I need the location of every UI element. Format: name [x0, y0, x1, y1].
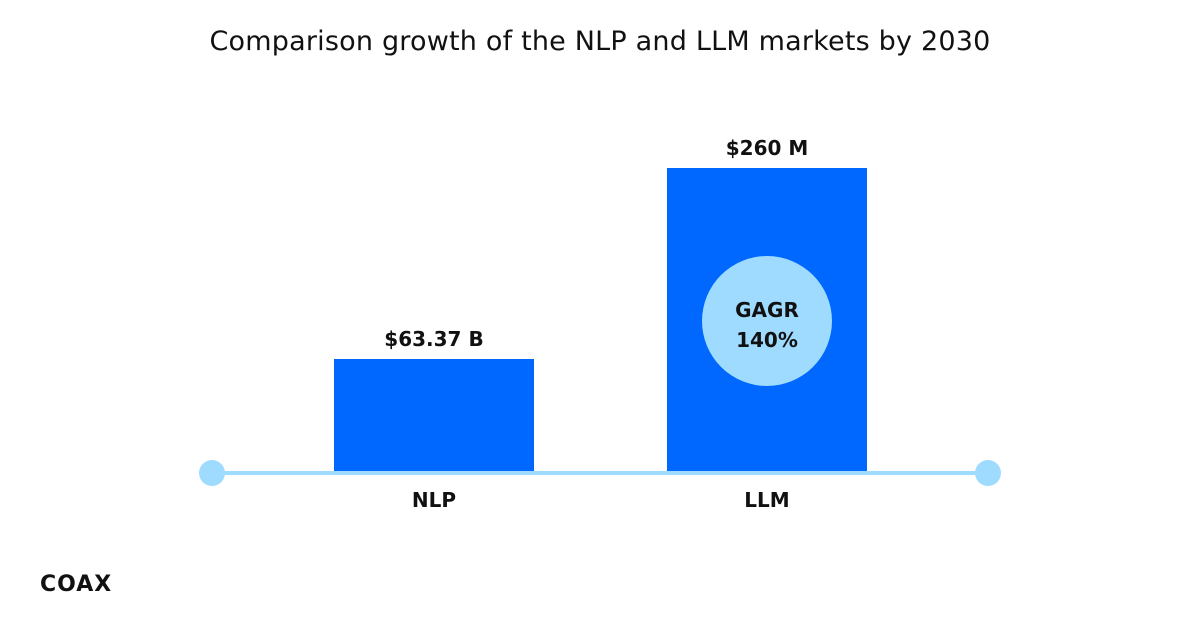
- cagr-badge-label: GAGR: [735, 298, 799, 322]
- bar-nlp: [334, 359, 534, 471]
- coax-logo: COAX: [40, 572, 113, 597]
- value-label-nlp: $63.37 B: [384, 327, 483, 351]
- value-label-llm: $260 M: [726, 136, 809, 160]
- chart-title: Comparison growth of the NLP and LLM mar…: [209, 26, 991, 57]
- cagr-badge: [702, 256, 832, 386]
- category-label-llm: LLM: [744, 488, 789, 512]
- x-axis-left-endpoint: [199, 460, 225, 486]
- category-label-nlp: NLP: [412, 488, 456, 512]
- x-axis-right-endpoint: [975, 460, 1001, 486]
- cagr-badge-value: 140%: [736, 328, 798, 352]
